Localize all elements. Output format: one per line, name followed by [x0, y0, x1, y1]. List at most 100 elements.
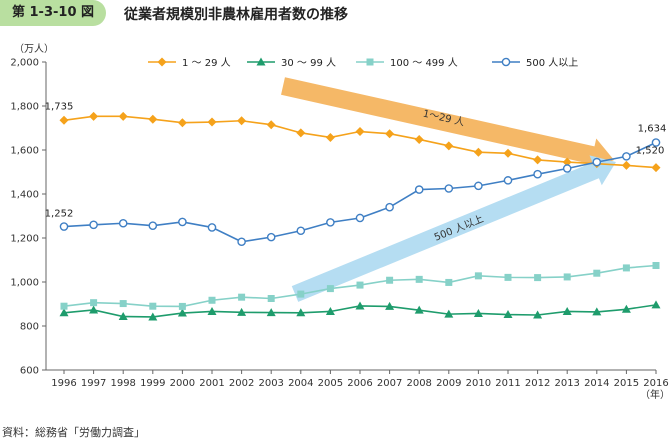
- chart-legend: 1 ～ 29 人 30 ～ 99 人 100 ～ 499 人 500 人以上: [148, 57, 578, 69]
- data-point: [89, 111, 99, 121]
- chart-axes: 600 800 1,000 1,200 1,400 1,600 1,800 2,000 1996…: [10, 43, 669, 401]
- data-point: [89, 305, 99, 314]
- data-point: [651, 138, 661, 147]
- x-tick-label: 1998: [110, 378, 135, 389]
- data-label: 1,735: [45, 101, 74, 112]
- data-point: [118, 218, 128, 228]
- data-point: [148, 221, 158, 230]
- x-tick-label: 2015: [614, 378, 639, 389]
- source-note: 資料：総務省「労働力調査」: [2, 426, 145, 439]
- data-point: [534, 274, 542, 282]
- arrow-small-firms: [281, 77, 614, 172]
- x-tick-label: 2005: [318, 378, 343, 389]
- data-label: 1,252: [45, 209, 74, 220]
- data-point: [59, 222, 69, 231]
- chart-series: [59, 111, 661, 321]
- legend-marker: [366, 58, 374, 66]
- data-point: [326, 285, 334, 293]
- data-point: [652, 262, 660, 269]
- data-point: [177, 308, 187, 317]
- data-point: [355, 213, 365, 223]
- data-point: [622, 152, 631, 161]
- data-point: [207, 306, 217, 315]
- data-point: [414, 134, 424, 144]
- data-point: [238, 293, 246, 301]
- y-axis-unit: （万人）: [14, 43, 54, 55]
- legend-label: 30 ～ 99 人: [281, 57, 336, 69]
- data-point: [118, 312, 128, 321]
- data-point: [266, 308, 276, 317]
- x-tick-label: 2001: [199, 378, 224, 389]
- data-point: [593, 269, 601, 277]
- data-point: [473, 308, 483, 317]
- data-label: 1,520: [636, 146, 665, 157]
- x-tick-label: 2013: [554, 378, 579, 389]
- y-tick-label: 1,400: [10, 190, 39, 201]
- x-tick-label: 2007: [377, 378, 402, 389]
- x-tick-label: 2011: [495, 378, 520, 389]
- data-point: [563, 273, 571, 281]
- data-point: [89, 220, 98, 230]
- data-point: [90, 299, 98, 307]
- data-point: [149, 302, 157, 310]
- data-point: [444, 309, 454, 318]
- data-point: [237, 116, 247, 126]
- x-tick-label: 2000: [170, 378, 195, 389]
- data-point: [445, 278, 453, 286]
- data-point: [119, 300, 127, 308]
- data-point: [415, 275, 423, 283]
- legend-label: 500 人以上: [526, 57, 578, 69]
- x-tick-label: 2006: [347, 378, 372, 389]
- y-tick-label: 1,000: [10, 278, 39, 289]
- figure-number: 第 1-3-10 図: [0, 0, 106, 26]
- data-point: [177, 118, 187, 128]
- data-point: [148, 114, 158, 124]
- data-label: 1,634: [638, 124, 667, 135]
- data-point: [148, 312, 158, 321]
- series-1: [59, 300, 661, 321]
- data-point: [356, 281, 364, 289]
- x-tick-label: 2016: [643, 378, 668, 389]
- data-point: [622, 264, 630, 272]
- data-point: [386, 276, 394, 284]
- y-tick-label: 2,000: [10, 58, 39, 69]
- data-point: [621, 160, 631, 170]
- data-point: [592, 307, 602, 316]
- y-tick-label: 800: [20, 322, 39, 333]
- x-axis-unit: （年）: [640, 388, 669, 401]
- legend-label: 100 ～ 499 人: [390, 57, 458, 69]
- data-point: [533, 310, 543, 319]
- legend-item-2: 100 ～ 499 人: [356, 57, 458, 69]
- y-tick-label: 600: [20, 366, 39, 377]
- data-point: [651, 163, 661, 173]
- data-point: [414, 305, 424, 314]
- data-point: [562, 164, 572, 173]
- data-point: [355, 301, 365, 310]
- x-tick-label: 2012: [525, 378, 550, 389]
- data-point: [208, 296, 216, 304]
- data-point: [59, 115, 69, 125]
- data-point: [504, 273, 512, 281]
- data-point: [207, 223, 217, 232]
- data-point: [473, 147, 483, 157]
- legend-marker: [256, 57, 266, 66]
- legend-item-0: 1 ～ 29 人: [148, 57, 231, 69]
- data-point: [296, 308, 306, 317]
- data-point: [296, 226, 306, 236]
- data-point: [651, 300, 661, 309]
- data-point: [59, 308, 69, 317]
- data-point: [266, 120, 276, 130]
- data-point: [385, 202, 394, 212]
- data-point: [503, 148, 513, 158]
- series-0: [59, 111, 661, 173]
- data-point: [297, 290, 305, 298]
- x-tick-label: 1999: [140, 378, 165, 389]
- data-point: [533, 169, 542, 179]
- legend-marker: [157, 57, 167, 67]
- data-point: [503, 310, 513, 319]
- chart-title: 従業者規模別非農林雇用者数の推移: [124, 7, 348, 23]
- data-point: [325, 132, 335, 142]
- arrow-large-firms: [291, 155, 616, 302]
- data-point: [444, 184, 454, 193]
- data-point: [267, 295, 275, 302]
